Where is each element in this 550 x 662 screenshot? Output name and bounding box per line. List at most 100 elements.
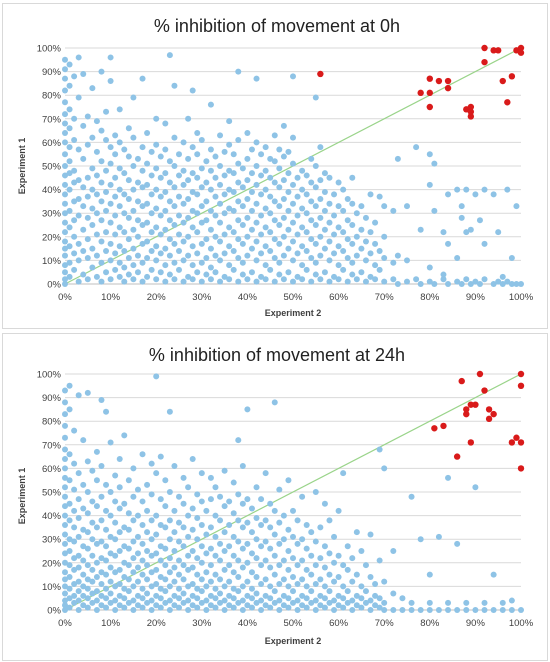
data-point	[66, 451, 73, 458]
data-point	[390, 607, 397, 613]
data-point	[445, 191, 452, 198]
data-point	[84, 389, 91, 396]
highlight-point	[453, 453, 461, 460]
data-point	[62, 87, 68, 94]
data-point	[203, 271, 210, 278]
data-point	[253, 219, 260, 226]
data-point	[116, 548, 123, 554]
data-point	[358, 226, 365, 233]
data-point	[230, 604, 237, 611]
data-point	[62, 446, 68, 453]
data-point	[262, 602, 269, 609]
data-point	[212, 512, 219, 519]
data-point	[194, 129, 201, 136]
data-point	[445, 474, 452, 481]
data-point	[157, 604, 164, 611]
data-point	[162, 226, 169, 233]
highlight-point	[444, 77, 452, 85]
data-point	[98, 555, 105, 562]
highlight-point	[472, 401, 479, 408]
data-point	[166, 217, 173, 224]
data-point	[367, 191, 374, 198]
data-point	[153, 550, 160, 557]
data-point	[239, 165, 246, 172]
data-point	[267, 155, 274, 162]
data-point	[331, 607, 338, 613]
data-point	[162, 562, 169, 569]
data-point	[134, 533, 141, 540]
data-point	[98, 158, 105, 165]
data-point	[349, 578, 356, 585]
data-point	[198, 576, 205, 583]
data-point	[299, 205, 306, 212]
data-point	[98, 602, 105, 609]
data-point	[130, 607, 137, 613]
data-point	[125, 236, 132, 243]
data-point	[276, 165, 283, 172]
data-point	[62, 583, 68, 590]
data-point	[331, 533, 338, 540]
data-point	[166, 536, 173, 543]
data-point	[280, 153, 287, 160]
data-point	[221, 548, 228, 554]
data-point	[121, 524, 128, 531]
data-point	[112, 231, 119, 238]
y-tick-labels: 0% 10% 20% 30% 40% 50% 60% 70% 80% 90% 100%	[37, 44, 62, 291]
data-point	[217, 181, 224, 188]
data-point	[93, 118, 100, 125]
data-point	[180, 278, 187, 285]
data-point	[321, 564, 328, 571]
x-tick-label: 40%	[238, 292, 258, 303]
data-point	[353, 210, 360, 217]
data-point	[66, 406, 73, 413]
data-point	[121, 595, 128, 602]
data-point	[62, 465, 68, 472]
data-point	[426, 264, 433, 271]
data-point	[499, 607, 506, 613]
data-point	[349, 597, 356, 604]
data-point	[267, 174, 274, 181]
data-point	[481, 599, 488, 606]
data-point	[221, 250, 228, 257]
data-point	[312, 271, 319, 278]
data-point	[189, 592, 196, 599]
data-point	[294, 607, 301, 613]
data-point	[317, 276, 324, 283]
data-point	[139, 522, 146, 529]
data-point	[75, 257, 82, 264]
data-point	[157, 522, 164, 529]
data-point	[303, 229, 310, 236]
data-point	[267, 583, 274, 590]
data-point	[276, 597, 283, 604]
data-point	[194, 595, 201, 602]
data-point	[230, 151, 237, 158]
data-point	[84, 113, 91, 120]
data-point	[340, 207, 347, 214]
data-point	[66, 125, 73, 132]
data-point	[372, 262, 379, 269]
data-point	[198, 240, 205, 247]
data-point	[349, 607, 356, 613]
data-point	[80, 247, 87, 254]
data-point	[116, 455, 123, 462]
data-point	[490, 281, 497, 287]
data-point	[89, 134, 96, 141]
data-point	[80, 226, 87, 233]
x-tick-label: 30%	[192, 618, 212, 629]
data-point	[312, 240, 319, 247]
data-point	[171, 184, 178, 191]
data-point	[276, 607, 283, 613]
data-point	[93, 172, 100, 179]
data-point	[321, 245, 328, 252]
data-point	[426, 571, 433, 578]
data-point	[148, 266, 155, 273]
data-point	[180, 219, 187, 226]
data-point	[317, 177, 324, 184]
data-point	[454, 607, 461, 613]
highlight-point	[463, 410, 470, 418]
data-point	[221, 273, 228, 280]
data-point	[230, 585, 237, 592]
data-point	[189, 243, 196, 250]
data-point	[226, 578, 233, 585]
data-point	[84, 576, 91, 583]
